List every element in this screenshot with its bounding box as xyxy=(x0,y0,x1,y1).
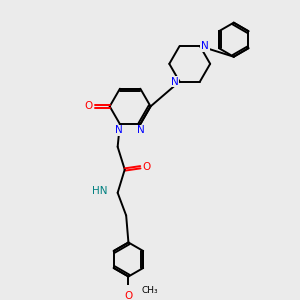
Text: O: O xyxy=(142,162,151,172)
Text: O: O xyxy=(85,101,93,111)
Text: O: O xyxy=(124,290,133,300)
Text: N: N xyxy=(201,41,209,51)
Text: N: N xyxy=(116,125,123,135)
Text: HN: HN xyxy=(92,186,108,197)
Text: N: N xyxy=(170,76,178,86)
Text: CH₃: CH₃ xyxy=(141,286,158,295)
Text: N: N xyxy=(137,125,145,135)
